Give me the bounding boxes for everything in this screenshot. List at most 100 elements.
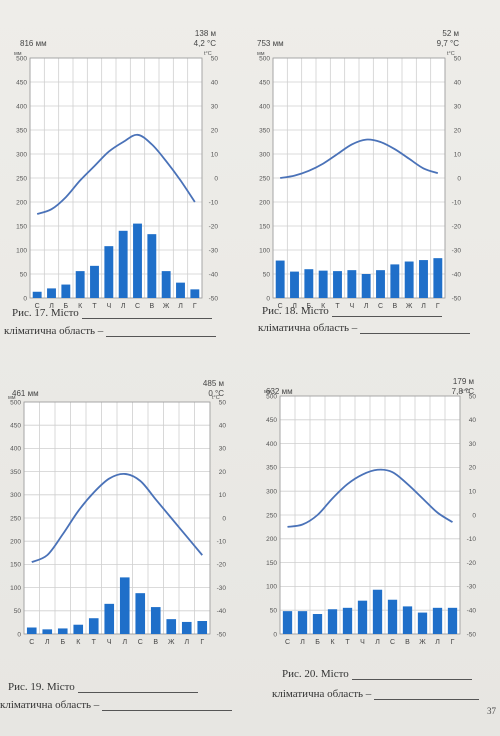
month-label: Л [121,303,126,310]
precip-bar [73,624,84,634]
month-label: Л [45,639,50,646]
precip-tick-label: 400 [266,441,277,448]
climate-chart-fig19: 0 -50 50 -40 100 -30 150 -20 200 -10 250 0 300 10 350 2… [4,362,240,652]
precip-tick-label: 50 [270,608,278,615]
precip-bar [419,260,428,298]
answer-line[interactable] [77,692,198,693]
month-label: Т [335,303,340,310]
answer-line[interactable] [106,336,217,337]
precip-bar [290,271,299,298]
precip-tick-label: 350 [266,465,277,472]
precip-tick-label: 100 [10,585,21,592]
station-elevation: 485 м [203,379,224,388]
climate-fig19: кліматична область – [0,699,233,711]
temp-axis-label: t°C [447,51,455,57]
temperature-line [287,468,453,528]
answer-line[interactable] [102,710,233,711]
temp-tick-label: 50 [469,393,477,400]
answer-line[interactable] [360,333,471,334]
month-label: К [78,303,83,310]
month-label: К [321,303,326,310]
temp-tick-label: -20 [467,560,477,567]
precip-tick-label: 350 [16,127,27,134]
temp-tick-label: -10 [467,536,477,543]
temperature-line [31,472,203,563]
temp-tick-label: 10 [219,492,227,499]
answer-line[interactable] [351,679,472,680]
temp-tick-label: 20 [454,127,462,134]
temp-tick-label: 40 [469,417,477,424]
temp-tick-label: 30 [454,103,462,110]
temperature-line [36,133,196,215]
mean-annual-temp: 7,8 °C [452,387,475,396]
chart-svg: 0 -50 50 -40 100 -30 150 -20 200 -10 250 0 300 10 350 2… [8,379,227,646]
precip-bar [47,288,56,298]
temp-tick-label: -30 [452,247,462,254]
chart-svg: 0 -50 50 -40 100 -30 150 -20 200 -10 250 0 300 10 350 2… [257,29,462,310]
precip-tick-label: 200 [10,539,21,546]
temp-tick-label: -50 [217,631,227,638]
caption-fig18-title: Рис. 18. Місто [262,305,329,317]
precip-tick-label: 450 [259,79,270,86]
month-label: Л [49,303,54,310]
annual-precip-total: 816 мм [20,39,47,48]
precip-tick-label: 500 [16,55,27,62]
month-label: Л [122,639,127,646]
temp-tick-label: -40 [217,608,227,615]
month-label: Л [375,639,380,646]
caption-fig20-title: Рис. 20. Місто [282,668,349,680]
month-label: Г [451,639,455,646]
precip-tick-label: 100 [16,247,27,254]
temp-tick-label: 30 [211,103,219,110]
precip-tick-label: 100 [266,584,277,591]
temp-tick-label: 50 [454,55,462,62]
answer-line[interactable] [374,699,480,700]
precip-bar [119,577,130,634]
temp-tick-label: -30 [467,584,477,591]
precip-bar [404,261,414,298]
month-label: С [135,303,140,310]
temp-tick-label: -20 [452,223,462,230]
caption-fig18: Рис. 18. Місто [262,305,442,317]
month-label: К [330,639,335,646]
precip-bar [347,270,357,298]
temp-axis-label: t°C [462,389,470,395]
month-label: С [35,303,40,310]
temp-tick-label: -30 [209,247,219,254]
precip-bar [312,614,323,634]
climate-fig18: кліматична область – [258,322,471,334]
annual-precip-total: 753 мм [257,39,284,48]
precip-bar [372,589,383,634]
month-label: Ж [419,639,426,646]
precip-tick-label: 250 [259,175,270,182]
station-elevation: 179 м [453,377,474,386]
answer-line[interactable] [81,318,212,319]
climate-fig19-label: кліматична область – [0,699,100,711]
mean-annual-temp: 0 °C [208,389,224,398]
month-label: Ж [168,639,175,646]
precip-bar [297,611,308,634]
annual-precip-total: 461 мм [12,389,39,398]
precip-bar [26,627,37,634]
month-label: Б [60,639,65,646]
month-label: Ж [163,303,170,310]
precip-tick-label: 300 [259,151,270,158]
precip-bar [104,246,114,298]
month-label: Ж [406,303,413,310]
answer-line[interactable] [331,316,442,317]
precip-bar [197,621,208,634]
temp-axis-label: t°C [212,395,220,401]
temp-tick-label: 20 [469,465,477,472]
month-label: Т [345,639,350,646]
month-label: В [153,639,158,646]
precip-tick-label: 150 [259,223,270,230]
precip-bar [417,612,428,634]
temp-tick-label: -10 [452,199,462,206]
precip-bar [447,607,458,634]
annual-precip-total: 632 мм [266,387,293,396]
precip-tick-label: 500 [266,393,277,400]
climate-fig18-label: кліматична область – [258,322,358,334]
station-elevation: 138 м [195,29,216,38]
precip-tick-label: 150 [16,223,27,230]
